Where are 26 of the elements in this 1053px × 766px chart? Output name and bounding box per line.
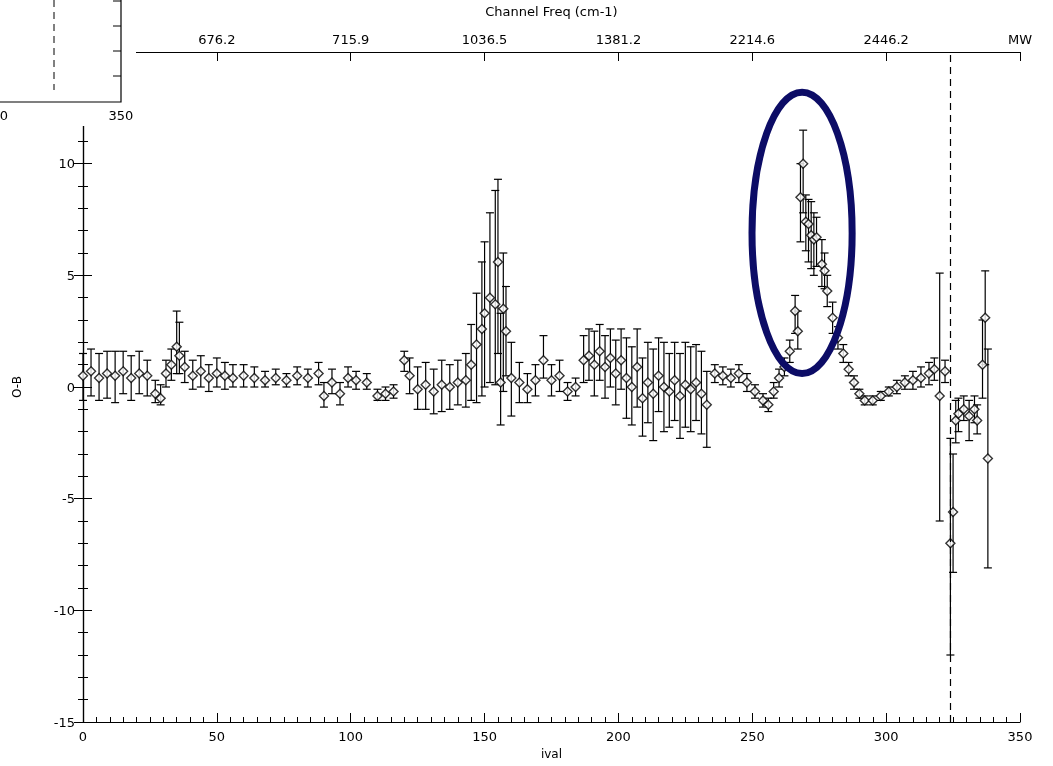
text: MW	[1007, 32, 1033, 47]
x-tick-label: 150	[472, 729, 497, 744]
text: 1036.5	[461, 32, 508, 47]
y-tick-label: -10	[53, 602, 75, 618]
y-tick-label: -15	[53, 714, 75, 730]
text: 2446.2	[863, 32, 909, 47]
y-tick-label: 0	[66, 379, 75, 395]
x-axis-title: ival	[540, 746, 563, 761]
x-tick-label: 300	[873, 729, 899, 744]
y-axis-title: O-B	[10, 376, 24, 398]
text: 2214.6	[729, 32, 776, 47]
x-tick-label: 200	[606, 729, 631, 744]
x-tick-label: 50	[208, 729, 226, 744]
text: 0	[0, 108, 9, 123]
y-tick-label: 10	[58, 156, 75, 172]
x2-axis-title: Channel Freq (cm-1)	[485, 4, 618, 19]
text: 715.9	[332, 32, 370, 47]
x-tick-label: 250	[739, 729, 765, 744]
x-tick-label: 350	[1007, 729, 1033, 744]
x-tick-label: 100	[338, 729, 364, 744]
y-tick-label: 5	[66, 267, 75, 283]
x-tick-label: 0	[78, 729, 88, 744]
text: 1381.2	[595, 32, 642, 47]
text: 676.2	[198, 32, 236, 47]
y-tick-label: -5	[62, 491, 75, 507]
annotation: 350	[108, 108, 134, 123]
